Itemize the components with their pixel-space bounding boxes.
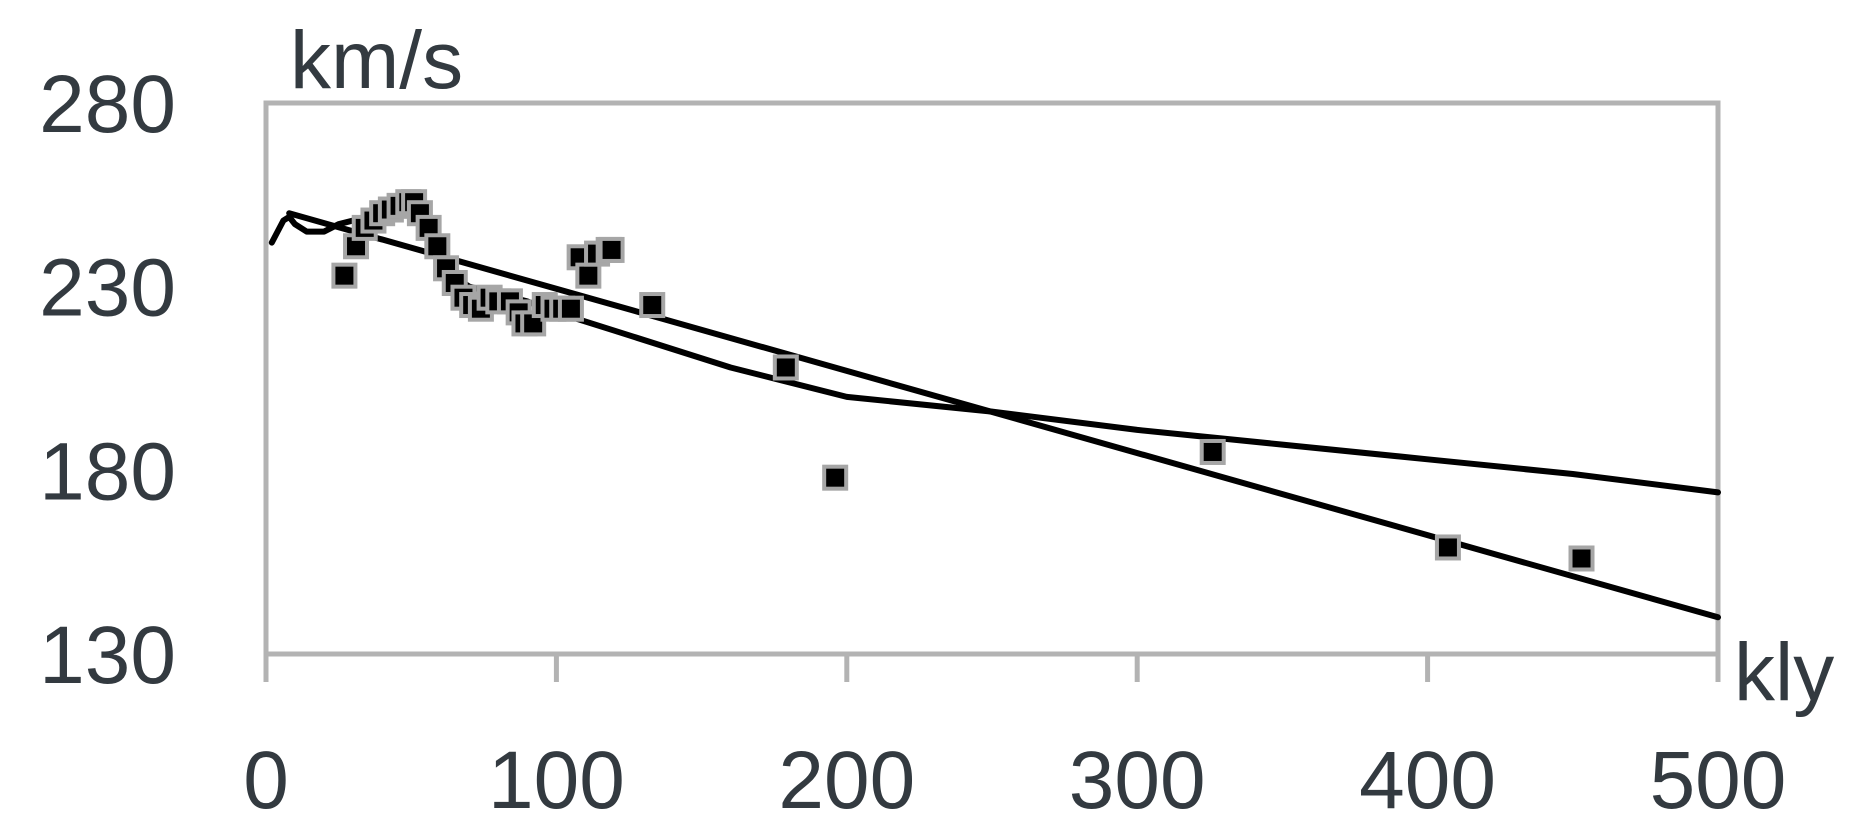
x-axis-ticks [263, 654, 1721, 682]
data-point-37 [1568, 545, 1595, 572]
series-line-0 [268, 202, 1721, 496]
x-axis-unit-label: kly [1734, 627, 1834, 718]
data-point-31 [598, 236, 625, 263]
y-tick-label-1: 180 [39, 426, 176, 517]
x-tick-label-2: 200 [778, 735, 915, 826]
y-tick-label-2: 230 [39, 243, 176, 334]
plot-area-frame [263, 100, 1721, 657]
y-tick-label-3: 280 [39, 59, 176, 150]
data-point-35 [1199, 438, 1226, 465]
y-axis-unit-label: km/s [290, 15, 463, 106]
data-point-33 [772, 354, 799, 381]
y-axis-tick-labels: 130 180 230 280 [39, 59, 176, 701]
x-tick-label-3: 300 [1069, 735, 1206, 826]
data-point-34 [822, 464, 849, 491]
y-tick-label-0: 130 [39, 610, 176, 701]
data-point-11 [424, 233, 451, 260]
data-point-32 [639, 292, 666, 319]
data-point-28 [575, 262, 602, 289]
series-lines [268, 202, 1721, 621]
x-axis-tick-labels: 0 100 200 300 400 500 [243, 735, 1786, 826]
series-line-1 [286, 210, 1721, 621]
x-tick-label-4: 400 [1359, 735, 1496, 826]
series-markers [331, 189, 1595, 572]
data-point-26 [557, 295, 584, 322]
data-point-0 [331, 262, 358, 289]
data-point-36 [1434, 534, 1461, 561]
x-tick-label-1: 100 [488, 735, 625, 826]
x-tick-label-0: 0 [243, 735, 289, 826]
x-tick-label-5: 500 [1650, 735, 1787, 826]
